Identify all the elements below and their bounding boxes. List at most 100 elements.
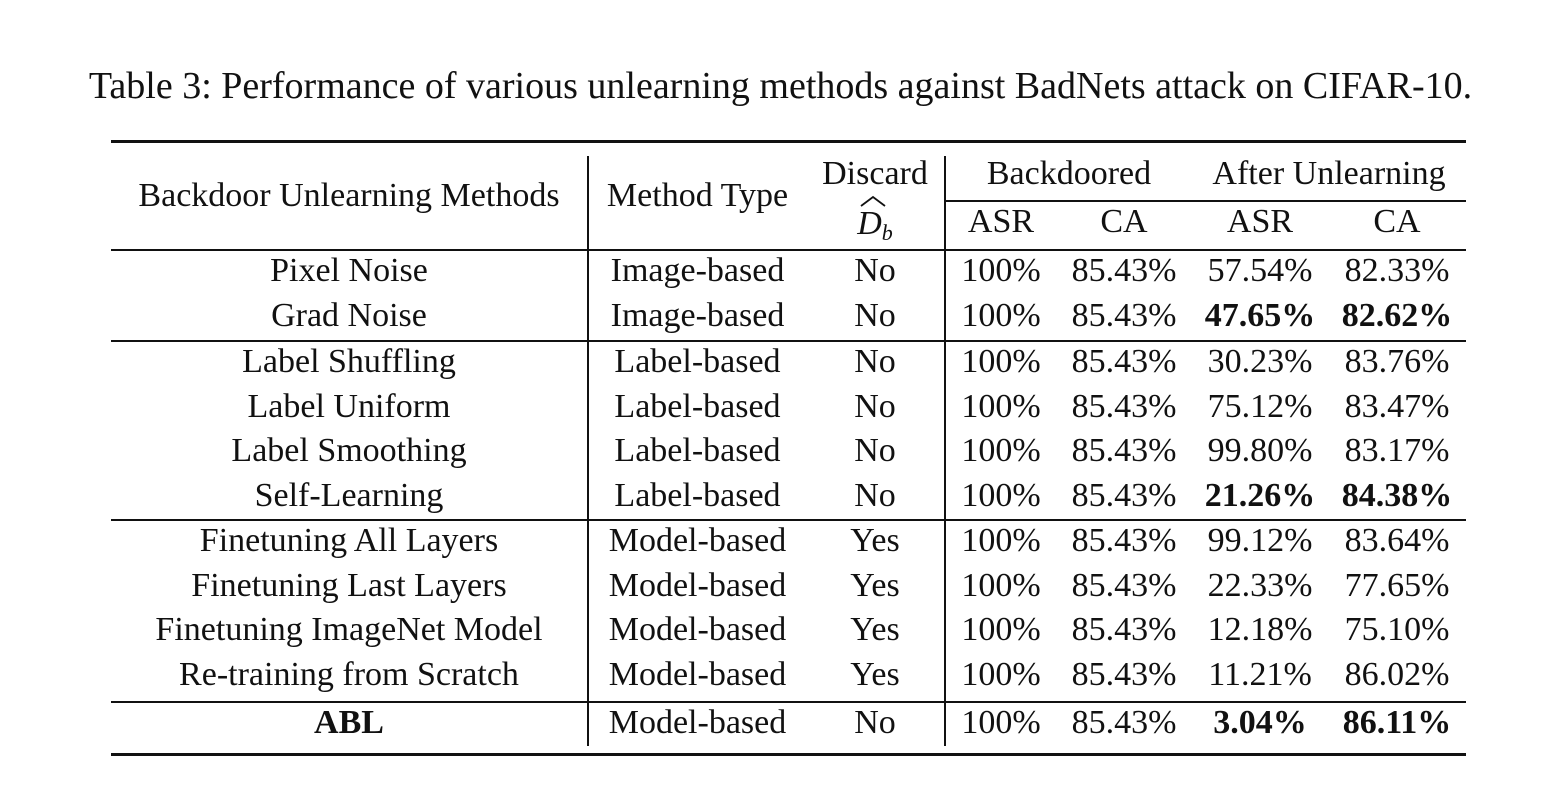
cell-after-ca: 77.65% [1344, 566, 1450, 604]
hat-accent-icon [860, 195, 886, 207]
cell-after-asr: 21.26% [1204, 476, 1316, 514]
cell-discard: No [854, 343, 896, 380]
table-bottom-rule [111, 753, 1466, 756]
cell-method-type: Label-based [614, 343, 781, 380]
header-backdoored-asr: ASR [967, 203, 1035, 240]
header-after-asr: ASR [1226, 203, 1294, 240]
cell-after-ca: 75.10% [1344, 611, 1450, 648]
cell-method-type: Label-based [614, 476, 781, 514]
cell-backdoored-asr: 100% [961, 566, 1041, 604]
group-separator-rule [111, 701, 1466, 703]
group-separator-rule [111, 340, 1466, 342]
header-discard: Discard [822, 155, 928, 192]
column-divider-discard [944, 156, 946, 746]
cell-after-asr: 99.80% [1207, 432, 1313, 469]
cell-discard: Yes [850, 522, 900, 559]
column-divider-method [587, 156, 589, 746]
cell-backdoored-ca: 85.43% [1071, 252, 1177, 289]
cell-backdoored-ca: 85.43% [1071, 387, 1177, 425]
cell-after-ca: 82.62% [1341, 296, 1453, 334]
cell-after-asr: 99.12% [1207, 522, 1313, 559]
cell-discard: Yes [850, 655, 900, 693]
cell-after-ca: 82.33% [1344, 252, 1450, 289]
cell-backdoored-asr: 100% [961, 476, 1041, 514]
cell-backdoored-ca: 85.43% [1071, 296, 1177, 334]
cell-backdoored-asr: 100% [961, 387, 1041, 425]
cell-discard: No [854, 252, 896, 289]
d-hat-symbol: Db [857, 195, 893, 253]
cell-method: Finetuning ImageNet Model [155, 611, 543, 648]
cell-method: Grad Noise [271, 296, 427, 334]
cell-backdoored-ca: 85.43% [1071, 655, 1177, 693]
cell-backdoored-asr: 100% [961, 611, 1041, 648]
cell-after-asr: 22.33% [1207, 566, 1313, 604]
cell-method-type: Model-based [608, 566, 787, 604]
header-discard-symbol: Db [806, 195, 944, 253]
cell-method-type: Model-based [608, 704, 787, 741]
header-backdoored-ca: CA [1100, 203, 1148, 240]
cell-backdoored-asr: 100% [961, 522, 1041, 559]
cell-after-asr: 3.04% [1213, 704, 1307, 741]
cell-backdoored-ca: 85.43% [1071, 704, 1177, 741]
cell-method: Label Shuffling [242, 343, 456, 380]
table-top-rule [111, 140, 1466, 143]
d-symbol: D [857, 205, 882, 242]
cell-after-asr: 75.12% [1207, 387, 1313, 425]
cell-method: Finetuning All Layers [199, 522, 499, 559]
cell-backdoored-asr: 100% [961, 655, 1041, 693]
cell-after-asr: 57.54% [1207, 252, 1313, 289]
cell-backdoored-ca: 85.43% [1071, 432, 1177, 469]
cell-after-ca: 83.47% [1344, 387, 1450, 425]
table-caption: Table 3: Performance of various unlearni… [88, 65, 1473, 107]
group-separator-rule [111, 249, 1466, 251]
cell-backdoored-ca: 85.43% [1071, 566, 1177, 604]
cell-method: Re-training from Scratch [179, 655, 519, 693]
cell-backdoored-ca: 85.43% [1071, 476, 1177, 514]
cell-discard: No [854, 432, 896, 469]
cell-method-type: Label-based [614, 432, 781, 469]
header-subgroup-rule [946, 200, 1466, 202]
cell-discard: No [854, 476, 896, 514]
cell-after-asr: 12.18% [1207, 611, 1313, 648]
cell-backdoored-ca: 85.43% [1071, 611, 1177, 648]
cell-discard: No [854, 387, 896, 425]
cell-after-ca: 86.02% [1344, 655, 1450, 693]
cell-after-ca: 86.11% [1342, 704, 1452, 741]
cell-method: Self-Learning [254, 476, 444, 514]
cell-after-asr: 47.65% [1204, 296, 1316, 334]
header-method-type: Method Type [606, 177, 789, 214]
cell-discard: No [854, 296, 896, 334]
cell-discard: No [854, 704, 896, 741]
cell-method-type: Image-based [610, 296, 785, 334]
header-after-ca: CA [1373, 203, 1421, 240]
cell-method: Finetuning Last Layers [191, 566, 507, 604]
cell-after-ca: 83.64% [1344, 522, 1450, 559]
cell-discard: Yes [850, 611, 900, 648]
cell-method: Label Uniform [247, 387, 451, 425]
cell-backdoored-asr: 100% [961, 432, 1041, 469]
cell-after-asr: 30.23% [1207, 343, 1313, 380]
cell-backdoored-asr: 100% [961, 704, 1041, 741]
cell-backdoored-ca: 85.43% [1071, 343, 1177, 380]
cell-after-asr: 11.21% [1208, 655, 1312, 693]
header-after-unlearning: After Unlearning [1212, 155, 1446, 192]
cell-method: Pixel Noise [270, 252, 428, 289]
cell-after-ca: 83.76% [1344, 343, 1450, 380]
cell-method: Label Smoothing [231, 432, 467, 469]
cell-after-ca: 83.17% [1344, 432, 1450, 469]
cell-backdoored-asr: 100% [961, 343, 1041, 380]
group-separator-rule [111, 519, 1466, 521]
cell-method-type: Model-based [608, 655, 787, 693]
cell-method-type: Model-based [608, 611, 787, 648]
header-method: Backdoor Unlearning Methods [138, 177, 560, 214]
cell-backdoored-ca: 85.43% [1071, 522, 1177, 559]
header-backdoored: Backdoored [986, 155, 1152, 192]
cell-discard: Yes [850, 566, 900, 604]
cell-method-type: Image-based [610, 252, 785, 289]
cell-backdoored-asr: 100% [961, 252, 1041, 289]
cell-after-ca: 84.38% [1341, 476, 1453, 514]
cell-method: ABL [314, 704, 384, 741]
cell-backdoored-asr: 100% [961, 296, 1041, 334]
cell-method-type: Label-based [614, 387, 781, 425]
d-subscript: b [881, 220, 893, 245]
